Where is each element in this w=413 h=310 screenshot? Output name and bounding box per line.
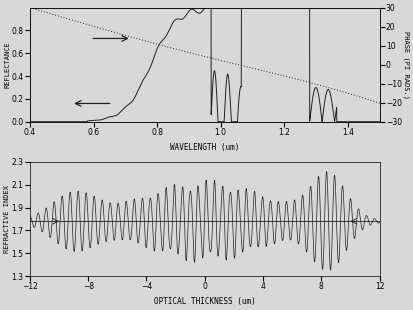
X-axis label: OPTICAL THICKNESS (um): OPTICAL THICKNESS (um) <box>154 297 255 306</box>
X-axis label: WAVELENGTH (um): WAVELENGTH (um) <box>170 143 239 152</box>
Y-axis label: PHASE (PI RADS.): PHASE (PI RADS.) <box>402 31 409 99</box>
Y-axis label: REFLECTANCE: REFLECTANCE <box>4 41 10 88</box>
Y-axis label: REFRACTIVE INDEX: REFRACTIVE INDEX <box>4 185 10 253</box>
